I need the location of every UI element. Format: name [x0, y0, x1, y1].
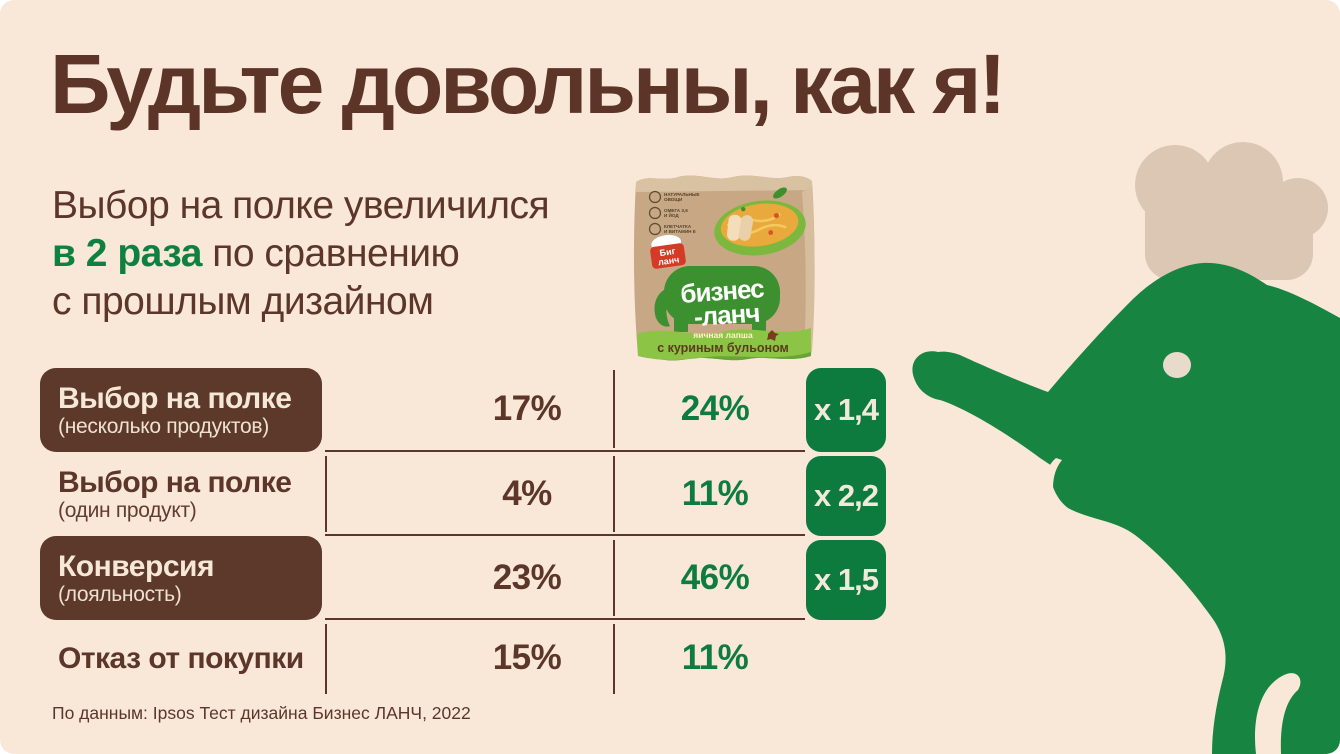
- claim-icons: [648, 190, 662, 236]
- divider-vertical: [613, 624, 615, 694]
- divider-vertical: [613, 540, 615, 616]
- value-before-4: 15%: [492, 638, 562, 677]
- pack-flavor-text: с куриным бульоном: [657, 341, 789, 355]
- divider-vertical: [325, 456, 327, 532]
- pack-wordmark: бизнес -ланч: [679, 273, 765, 332]
- pack-bottom-crimp: [638, 352, 811, 361]
- value-after-3: 46%: [680, 558, 750, 597]
- claim-2: ОМЕГА 3,6: [664, 208, 688, 213]
- subtitle-line-2: в 2 раза по сравнению: [52, 232, 460, 275]
- subtitle-line-3: с прошлым дизайном: [52, 280, 434, 323]
- value-before-2: 4%: [502, 474, 552, 513]
- noodle-bowl: [714, 200, 806, 256]
- basil-leaf: [773, 187, 787, 199]
- divider-horizontal: [325, 534, 805, 536]
- value-after-1: 24%: [680, 389, 750, 428]
- chicken-icon: [767, 330, 779, 341]
- svg-text:И ВИТАМИН Е: И ВИТАМИН Е: [664, 229, 696, 234]
- svg-text:ланч: ланч: [657, 255, 680, 268]
- multiplier-badge-1: х 1,4: [806, 368, 886, 452]
- pack-bottom-band: [637, 328, 811, 361]
- svg-text:ОВОЩИ: ОВОЩИ: [664, 197, 682, 202]
- value-after-2: 11%: [681, 474, 749, 513]
- multiplier-badge-3: х 1,5: [806, 540, 886, 620]
- pouch-top-crimp: [636, 175, 812, 192]
- divider-vertical: [613, 456, 615, 532]
- trunk-gap: [1044, 458, 1062, 510]
- divider-vertical: [325, 624, 327, 694]
- value-before-3: 23%: [492, 558, 562, 597]
- divider-horizontal: [325, 618, 805, 620]
- source-note: По данным: Ipsos Тест дизайна Бизнес ЛАН…: [52, 703, 471, 723]
- highlight-2x: в 2 раза: [52, 232, 202, 275]
- leg-gap: [1255, 673, 1301, 754]
- pack-elephant-logo: [654, 266, 780, 332]
- svg-text:-ланч: -ланч: [693, 298, 760, 332]
- row-label-1: Выбор на полке (несколько продуктов): [40, 368, 322, 452]
- svg-text:И ЙОД: И ЙОД: [664, 211, 679, 218]
- pack-type-text: яичная лапша: [693, 330, 753, 340]
- svg-text:бизнес: бизнес: [679, 273, 765, 309]
- row-label-4: Отказ от покупки: [58, 642, 304, 675]
- multiplier-badge-2: х 2,2: [806, 456, 886, 536]
- elephant-eye: [1163, 352, 1191, 378]
- value-after-4: 11%: [681, 638, 749, 677]
- row-label-3: Конверсия (лояльность): [40, 536, 322, 620]
- divider-vertical: [613, 370, 615, 448]
- claim-3: КЛЕТЧАТКА: [664, 224, 692, 229]
- value-before-1: 17%: [492, 389, 562, 428]
- brand-badge: Биг ланч: [650, 234, 686, 269]
- chef-hat-icon: [1135, 142, 1328, 280]
- subtitle-line-1: Выбор на полке увеличился: [52, 184, 550, 227]
- subtitle: Выбор на полке увеличился в 2 раза по ср…: [52, 182, 550, 326]
- svg-text:Биг: Биг: [659, 246, 676, 258]
- page-title: Будьте довольны, как я!: [50, 37, 1006, 131]
- product-package: НАТУРАЛЬНЫЕ ОВОЩИ ОМЕГА 3,6 И ЙОД КЛЕТЧА…: [633, 175, 815, 361]
- divider-horizontal: [325, 450, 805, 452]
- claim-1: НАТУРАЛЬНЫЕ: [664, 192, 700, 197]
- row-label-2: Выбор на полке (один продукт): [58, 465, 292, 522]
- elephant-body: [912, 262, 1340, 754]
